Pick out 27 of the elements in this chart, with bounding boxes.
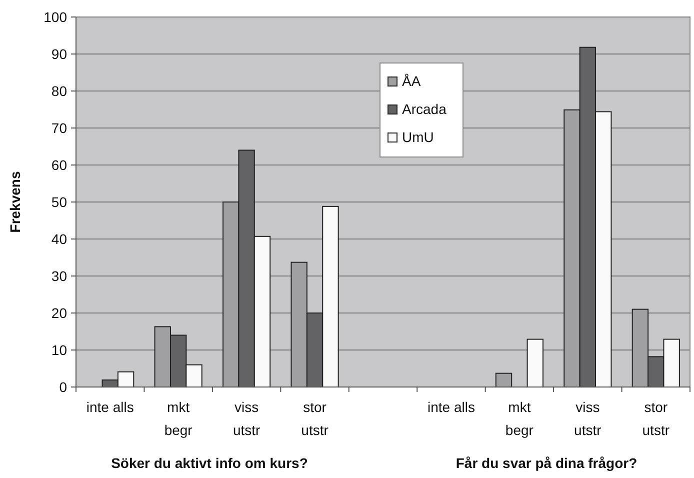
- y-tick-label: 0: [59, 378, 68, 395]
- x-tick-label: viss utstr: [232, 399, 261, 438]
- y-tick-label: 70: [51, 120, 68, 136]
- x-tick-label: mkt begr: [505, 399, 534, 438]
- y-tick-label: 60: [51, 156, 68, 173]
- bar: [495, 372, 512, 388]
- x-tick-label: stor utstr: [301, 399, 329, 438]
- y-axis-title: Frekvens: [7, 171, 23, 233]
- text: Får du svar på dina frågor?: [456, 455, 638, 471]
- legend-label: ÅA: [402, 72, 422, 89]
- text: Söker du aktivt info om kurs?: [111, 455, 308, 471]
- y-tick-label: 100: [44, 8, 68, 25]
- y-tick-label: 40: [51, 230, 68, 247]
- x-tick-label: viss utstr: [574, 399, 602, 438]
- y-tick-label: 20: [51, 304, 68, 321]
- x-tick-label: inte alls: [427, 399, 475, 415]
- legend-label: Arcada: [402, 100, 447, 117]
- x-tick-label: stor utstr: [642, 399, 670, 438]
- y-tick-label: 80: [51, 82, 68, 99]
- y-tick-label: 90: [51, 46, 68, 62]
- bar: [526, 338, 544, 388]
- y-tick-label: 50: [51, 194, 68, 210]
- x-tick-label: mkt begr: [164, 399, 193, 438]
- x-tick-label: inte alls: [86, 399, 134, 415]
- y-tick-label: 30: [51, 268, 68, 284]
- y-tick-label: 10: [51, 342, 68, 358]
- legend-label: UmU: [402, 128, 434, 145]
